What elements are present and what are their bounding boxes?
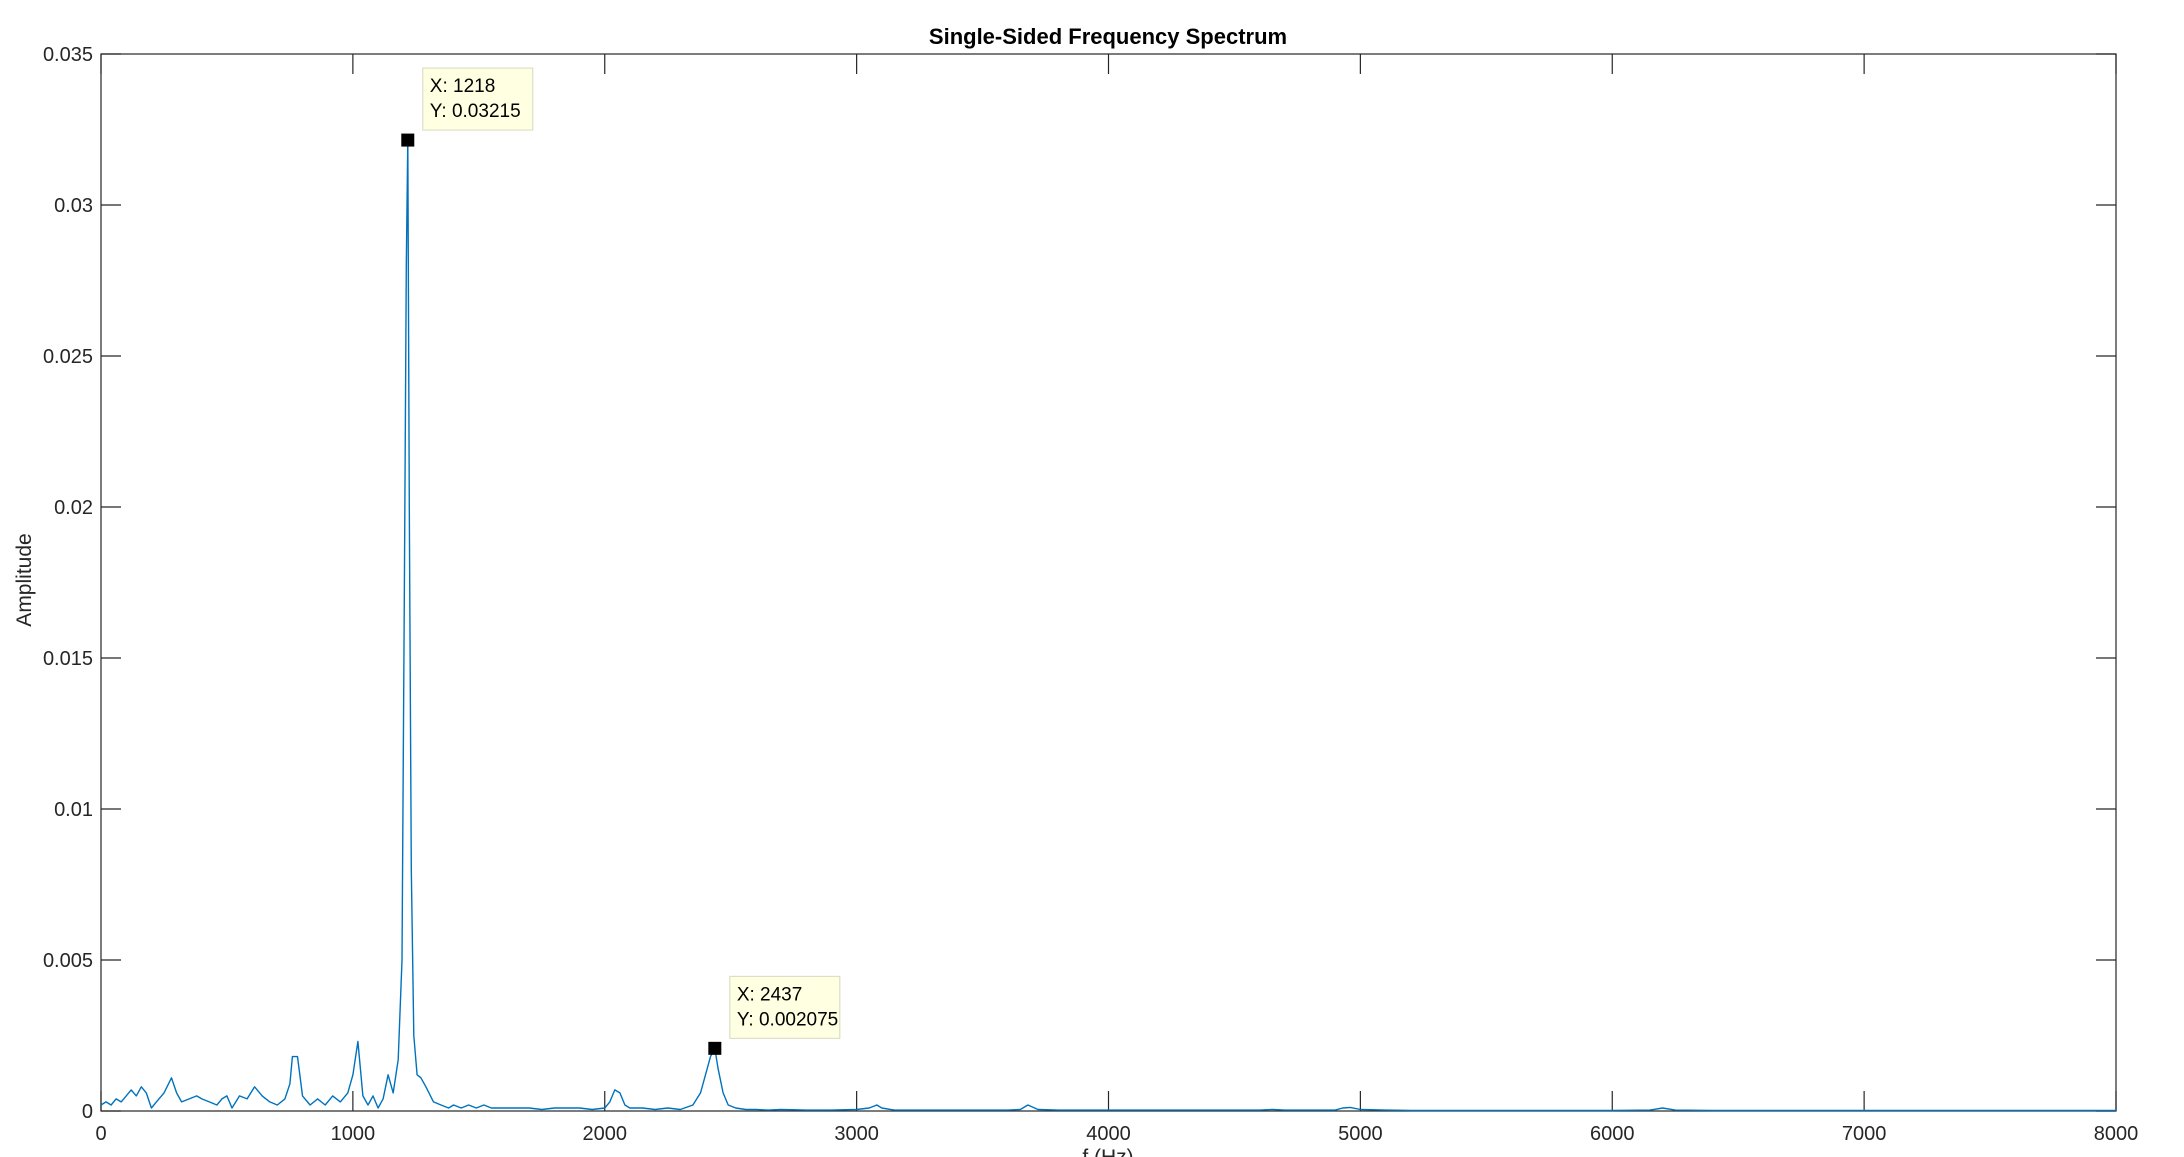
datatip-marker (708, 1041, 722, 1055)
y-tick-label: 0.02 (54, 497, 93, 519)
plot-area: 0 1000 2000 3000 4000 5000 6000 7000 8000 0 0.005 0… (43, 44, 2138, 1145)
axes-box (100, 53, 2117, 1112)
x-tick-label: 8000 (2094, 1123, 2139, 1145)
y-tick-label: 0 (82, 1101, 93, 1123)
x-tick-label: 2000 (583, 1123, 628, 1145)
datatip-y-label: Y: 0.03215 (430, 101, 521, 122)
spectrum-line (100, 139, 2116, 1112)
y-tick-label: 0.01 (54, 799, 93, 821)
y-tick-label: 0.005 (43, 950, 93, 972)
x-axis-label: f (Hz) (1082, 1146, 1133, 1157)
y-tick-label: 0.015 (43, 648, 93, 670)
datatip-marker (401, 133, 415, 147)
y-axis-label: Amplitude (13, 533, 36, 626)
datatip-box (729, 975, 841, 1039)
chart-title: Single-Sided Frequency Spectrum (929, 24, 1287, 49)
x-tick-label: 5000 (1338, 1123, 1383, 1145)
x-tick-label: 6000 (1590, 1123, 1635, 1145)
x-tick-label: 1000 (331, 1123, 376, 1145)
y-tick-label: 0.035 (43, 44, 93, 66)
datatip-x-label: X: 2437 (737, 984, 803, 1005)
datatip-x-label: X: 1218 (430, 76, 496, 97)
x-tick-label: 4000 (1086, 1123, 1131, 1145)
x-tick-label: 7000 (1842, 1123, 1887, 1145)
x-tick-label: 0 (95, 1123, 106, 1145)
y-tick-label: 0.03 (54, 195, 93, 217)
y-tick-label: 0.025 (43, 346, 93, 368)
datatip-box (422, 67, 534, 131)
datatip-y-label: Y: 0.002075 (737, 1009, 838, 1030)
x-tick-label: 3000 (834, 1123, 879, 1145)
